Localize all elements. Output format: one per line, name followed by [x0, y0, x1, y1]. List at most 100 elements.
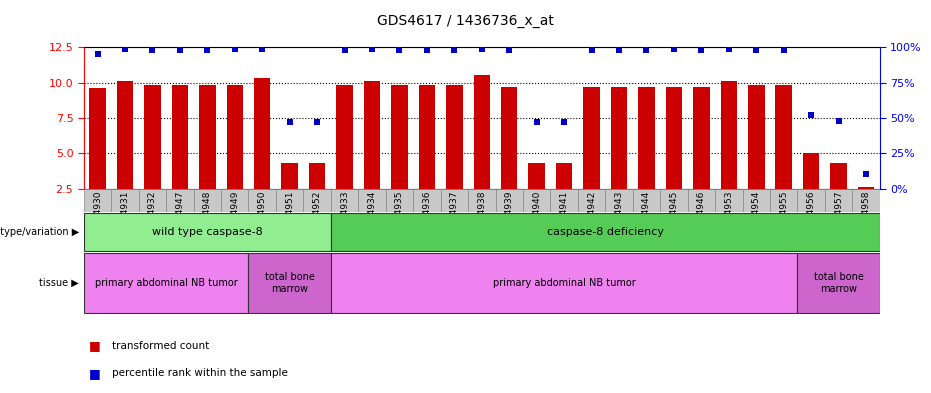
Point [145, 47, 160, 53]
Point [310, 119, 325, 125]
Bar [171, 84, 188, 189]
Text: total bone
marrow: total bone marrow [264, 272, 315, 294]
Bar [336, 84, 353, 189]
Text: GSM1044953: GSM1044953 [724, 191, 734, 251]
Bar [413, 189, 440, 212]
Text: ■: ■ [88, 339, 101, 353]
Bar [331, 189, 358, 212]
Bar [743, 189, 770, 212]
Bar [584, 87, 600, 189]
Text: primary abdominal NB tumor: primary abdominal NB tumor [492, 278, 636, 288]
Bar [84, 213, 331, 251]
Point [420, 47, 435, 53]
Bar [419, 84, 435, 189]
Point [392, 47, 407, 53]
Bar [331, 213, 880, 251]
Bar [281, 163, 298, 189]
Bar [825, 189, 853, 212]
Point [639, 47, 654, 53]
Text: GSM1044931: GSM1044931 [120, 191, 129, 251]
Text: total bone
marrow: total bone marrow [814, 272, 864, 294]
Bar [89, 88, 106, 189]
Bar [364, 81, 380, 189]
Text: caspase-8 deficiency: caspase-8 deficiency [546, 227, 664, 237]
Text: GSM1044949: GSM1044949 [230, 191, 239, 251]
Bar [688, 189, 715, 212]
Text: GSM1044946: GSM1044946 [697, 191, 706, 251]
Bar [666, 87, 682, 189]
Text: GSM1044954: GSM1044954 [751, 191, 761, 251]
Bar [358, 189, 385, 212]
Text: GSM1044948: GSM1044948 [203, 191, 212, 251]
Bar [226, 84, 243, 189]
Point [776, 47, 791, 53]
Text: transformed count: transformed count [112, 341, 209, 351]
Text: GSM1044934: GSM1044934 [368, 191, 376, 251]
Bar [853, 189, 880, 212]
Bar [139, 189, 166, 212]
Bar [501, 87, 518, 189]
Text: GSM1044942: GSM1044942 [587, 191, 596, 251]
Bar [391, 84, 408, 189]
Point [858, 171, 873, 178]
Bar [84, 253, 249, 313]
Point [282, 119, 297, 125]
Text: GSM1044943: GSM1044943 [614, 191, 624, 251]
Text: GSM1044945: GSM1044945 [669, 191, 679, 251]
Point [529, 119, 544, 125]
Text: ■: ■ [88, 367, 101, 380]
Bar [633, 189, 660, 212]
Point [474, 46, 490, 52]
Point [200, 47, 215, 53]
Text: primary abdominal NB tumor: primary abdominal NB tumor [95, 278, 237, 288]
Point [803, 112, 818, 118]
Bar [309, 163, 325, 189]
Bar [331, 253, 798, 313]
Bar [116, 81, 133, 189]
Point [612, 47, 627, 53]
Bar [440, 189, 468, 212]
Point [722, 46, 736, 52]
Text: GSM1044944: GSM1044944 [642, 191, 651, 251]
Text: GSM1044956: GSM1044956 [806, 191, 816, 251]
Bar [385, 189, 413, 212]
Bar [523, 189, 550, 212]
Bar [857, 187, 874, 189]
Bar [776, 84, 792, 189]
Bar [721, 81, 737, 189]
Text: GSM1044939: GSM1044939 [505, 191, 514, 251]
Point [447, 47, 462, 53]
Point [90, 51, 105, 57]
Bar [495, 189, 523, 212]
Text: GSM1044930: GSM1044930 [93, 191, 102, 251]
Bar [694, 87, 709, 189]
Bar [798, 253, 880, 313]
Bar [249, 189, 276, 212]
Bar [550, 189, 578, 212]
Point [337, 47, 352, 53]
Text: GSM1044941: GSM1044941 [560, 191, 569, 251]
Bar [830, 163, 847, 189]
Point [255, 46, 270, 52]
Bar [144, 84, 161, 189]
Bar [84, 189, 111, 212]
Bar [748, 84, 764, 189]
Text: GSM1044958: GSM1044958 [861, 191, 870, 251]
Text: tissue ▶: tissue ▶ [39, 278, 79, 288]
Point [227, 46, 242, 52]
Bar [468, 189, 495, 212]
Text: GSM1044933: GSM1044933 [340, 191, 349, 251]
Bar [605, 189, 633, 212]
Text: GSM1044951: GSM1044951 [285, 191, 294, 251]
Bar [194, 189, 221, 212]
Text: GSM1044935: GSM1044935 [395, 191, 404, 251]
Bar [304, 189, 331, 212]
Bar [249, 253, 331, 313]
Text: GDS4617 / 1436736_x_at: GDS4617 / 1436736_x_at [377, 14, 554, 28]
Bar [660, 189, 688, 212]
Point [117, 46, 132, 52]
Text: GSM1044937: GSM1044937 [450, 191, 459, 251]
Bar [254, 77, 270, 189]
Point [172, 47, 187, 53]
Point [667, 46, 681, 52]
